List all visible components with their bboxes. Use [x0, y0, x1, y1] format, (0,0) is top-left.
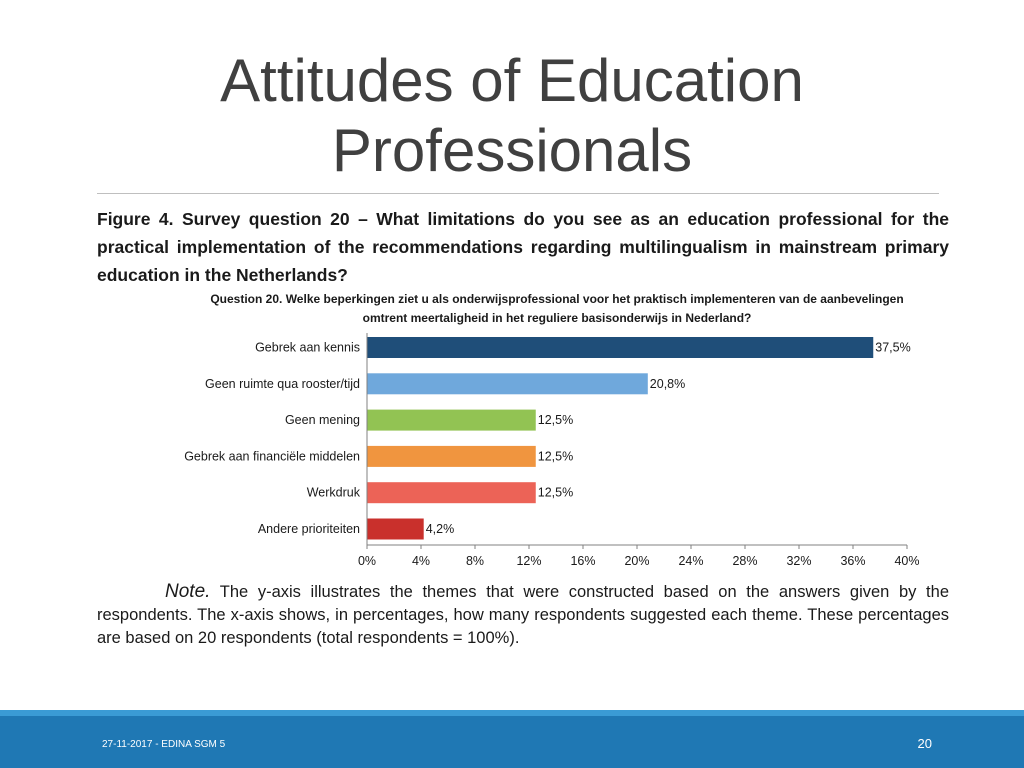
- bar: [367, 409, 536, 431]
- x-tick-label: 40%: [894, 554, 919, 568]
- footer-accent-line: [0, 710, 1024, 716]
- bar-chart: Question 20. Welke beperkingen ziet u al…: [184, 292, 920, 568]
- x-tick-label: 32%: [786, 554, 811, 568]
- bar-value-label: 4,2%: [426, 522, 455, 536]
- x-tick-label: 12%: [516, 554, 541, 568]
- slide-title-line1: Attitudes of Education: [220, 47, 804, 114]
- bar: [367, 445, 536, 467]
- title-divider: [97, 193, 939, 194]
- note-label: Note.: [165, 581, 211, 602]
- slide-title-line2: Professionals: [331, 117, 693, 184]
- bar: [367, 373, 648, 395]
- chart-title-line1: Question 20. Welke beperkingen ziet u al…: [210, 292, 903, 306]
- footer-bar: [0, 716, 1024, 768]
- category-label: Gebrek aan kennis: [255, 341, 360, 355]
- note-body: The y-axis illustrates the themes that w…: [97, 583, 949, 647]
- category-label: Gebrek aan financiële middelen: [184, 449, 360, 463]
- x-tick-label: 20%: [624, 554, 649, 568]
- category-label: Geen mening: [285, 413, 360, 427]
- bar-value-label: 12,5%: [538, 449, 573, 463]
- x-tick-label: 24%: [678, 554, 703, 568]
- bars-layer: Gebrek aan kennis 37,5% Geen ruimte qua ro…: [184, 337, 911, 540]
- bar: [367, 518, 424, 540]
- x-tick-label: 0%: [358, 554, 376, 568]
- x-tick-label: 36%: [840, 554, 865, 568]
- x-axis: 0% 4% 8% 12% 16% 20% 24% 28% 32% 36% 40%: [358, 333, 920, 568]
- slide-title: Attitudes of Education Professionals: [0, 46, 1024, 186]
- slide-number: 20: [917, 736, 932, 751]
- x-tick-label: 4%: [412, 554, 430, 568]
- figure-caption: Figure 4. Survey question 20 – What limi…: [97, 209, 949, 285]
- x-tick-label: 8%: [466, 554, 484, 568]
- chart-title-line2: omtrent meertaligheid in het reguliere b…: [363, 311, 752, 325]
- category-label: Andere prioriteiten: [258, 522, 360, 536]
- chart-title: Question 20. Welke beperkingen ziet u al…: [210, 292, 903, 325]
- bar: [367, 337, 874, 358]
- bar: [367, 482, 536, 504]
- figure-note: Note. The y-axis illustrates the themes …: [97, 580, 949, 650]
- x-tick-label: 16%: [570, 554, 595, 568]
- category-label: Werkdruk: [307, 486, 361, 500]
- category-label: Geen ruimte qua rooster/tijd: [205, 377, 360, 391]
- bar-value-label: 20,8%: [650, 377, 685, 391]
- x-tick-label: 28%: [732, 554, 757, 568]
- bar-value-label: 12,5%: [538, 413, 573, 427]
- bar-value-label: 12,5%: [538, 486, 573, 500]
- bar-value-label: 37,5%: [875, 341, 910, 355]
- footer-date-event: 27-11-2017 - EDINA SGM 5: [102, 739, 226, 750]
